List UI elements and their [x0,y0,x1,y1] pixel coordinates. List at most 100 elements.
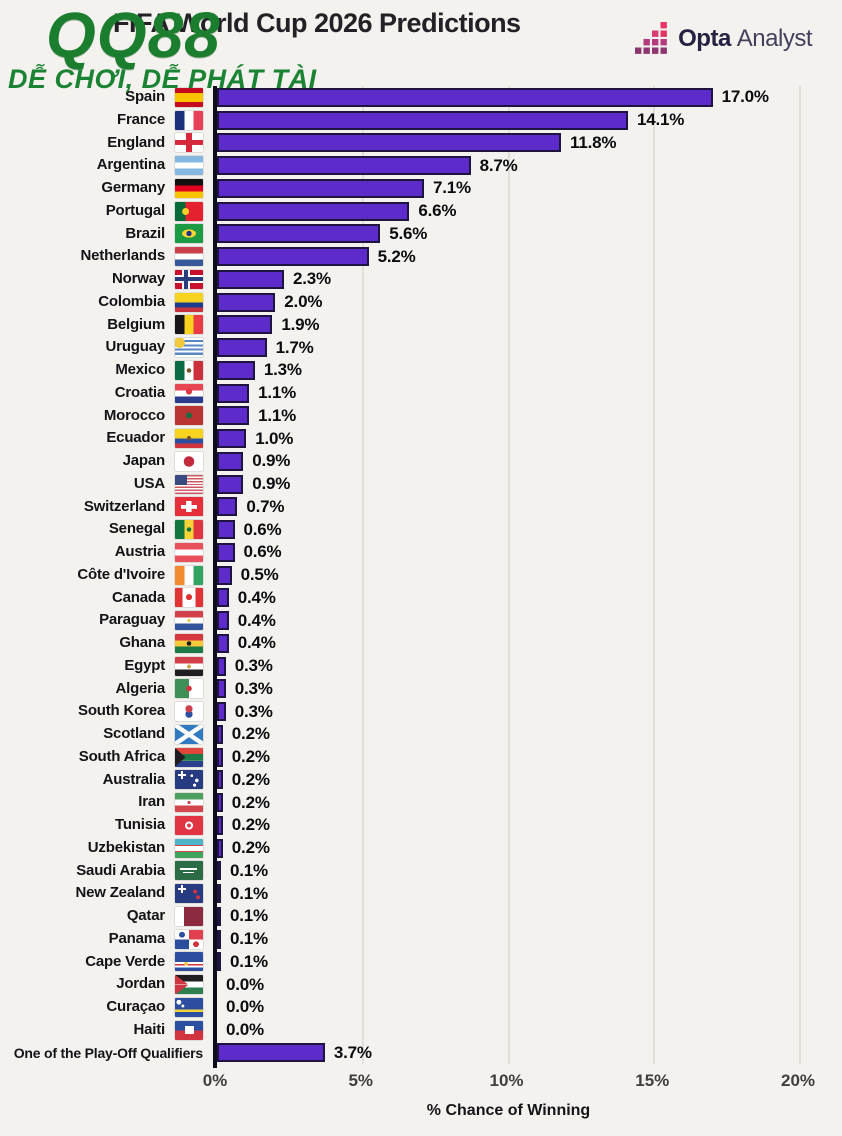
bar-value-label: 1.3% [263,360,302,380]
chart-row: Belgium 1.9% [0,314,836,337]
bar-value-label: 0.9% [252,474,291,494]
prediction-bar [217,702,226,722]
row-plot: 0.1% [217,860,836,883]
prediction-bar [217,611,229,631]
country-label: Algeria [115,679,166,697]
row-plot: 8.7% [217,154,836,177]
netherlands-flag-icon [175,247,203,267]
chart-row: Qatar 0.1% [0,905,836,928]
country-label: Croatia [114,383,165,401]
opta-analyst-logo: Opta Analyst [635,22,813,56]
bar-value-label: 0.0% [226,997,264,1017]
chart-row: Jordan 0.0% [0,973,836,996]
country-label: Egypt [124,656,165,674]
chart-row: Tunisia 0.2% [0,814,836,837]
country-label: Curaçao [106,998,165,1015]
ghana-flag-icon [175,633,203,653]
row-plot: 0.3% [217,678,836,701]
bar-value-label: 0.3% [234,701,273,721]
bar-value-label: 1.0% [255,428,294,448]
chart-row: Netherlands 5.2% [0,245,836,268]
prediction-bar [217,451,244,471]
row-plot: 0.3% [217,655,836,678]
row-plot: 2.3% [217,268,836,291]
country-label: Tunisia [115,816,165,833]
country-label: Belgium [107,315,165,333]
chart-row: Brazil 5.6% [0,223,836,246]
algeria-flag-icon [175,679,203,699]
watermark-qq88: QQ88 [46,0,221,71]
norway-flag-icon [175,269,203,289]
prediction-bar [217,247,369,267]
country-label: Ecuador [106,429,165,447]
qatar-flag-icon [175,906,203,926]
uzbekistan-flag-icon [175,838,203,858]
row-plot: 5.2% [217,245,836,268]
row-plot: 11.8% [217,132,836,155]
country-label: Morocco [103,406,165,424]
tunisia-flag-icon [175,815,203,835]
x-axis-title: % Chance of Winning [426,1102,591,1119]
country-label: Haiti [133,1020,165,1038]
row-plot: 1.1% [217,405,836,428]
bar-value-label: 17.0% [721,87,769,107]
row-plot: 6.6% [217,200,836,223]
chart-row: Iran 0.2% [0,791,836,814]
gridline [507,86,510,1064]
y-axis-line [213,86,217,1068]
prediction-bar [217,360,255,380]
country-label: Senegal [108,520,165,538]
south-africa-flag-icon [175,747,203,767]
chart-row: Argentina 8.7% [0,154,836,177]
bar-value-label: 1.9% [281,314,320,334]
bar-value-label: 11.8% [570,132,617,152]
row-plot: 0.0% [217,973,836,996]
country-label: England [107,133,165,151]
bar-value-label: 0.1% [230,860,268,880]
bar-value-label: 3.7% [333,1042,372,1062]
country-label: Panama [108,929,166,947]
country-label: Portugal [105,201,165,219]
bar-value-label: 1.1% [258,383,297,403]
chart-row: Scotland 0.2% [0,723,836,746]
prediction-bar [217,793,223,813]
prediction-bar [217,770,223,790]
cape-verde-flag-icon [175,952,203,972]
country-label: Switzerland [83,497,165,515]
country-label: France [117,110,165,128]
prediction-bar [217,178,424,198]
country-label: Uzbekistan [87,838,165,856]
germany-flag-icon [175,178,203,198]
bar-value-label: 0.0% [226,974,264,994]
x-tick-label: 0% [202,1071,228,1090]
country-label: Norway [112,270,165,287]
chart-row: Germany 7.1% [0,177,836,200]
country-label: Argentina [96,156,165,174]
chart-row: Egypt 0.3% [0,655,836,678]
row-plot: 0.1% [217,928,836,951]
row-plot: 0.4% [217,609,836,632]
prediction-bar [217,633,229,653]
chart-row: Morocco 1.1% [0,405,836,428]
saudi-arabia-flag-icon [175,861,203,881]
bar-value-label: 0.1% [230,929,268,949]
chart-row: Curaçao 0.0% [0,996,836,1019]
row-plot: 1.7% [217,336,836,359]
bar-value-label: 0.2% [231,769,270,789]
row-plot: 0.6% [217,518,836,541]
chart-row: Australia 0.2% [0,769,836,792]
bar-value-label: 0.4% [237,633,276,653]
chart-row: Paraguay 0.4% [0,609,836,632]
brazil-flag-icon [175,224,203,244]
croatia-flag-icon [175,383,203,403]
row-plot: 0.1% [217,882,836,905]
country-label: South Korea [78,702,165,720]
country-label: Jordan [116,975,165,993]
country-label: Uruguay [105,338,166,356]
australia-flag-icon [175,770,203,790]
prediction-bar [217,724,223,744]
row-plot: 0.2% [217,746,836,769]
chart-rows: Spain 17.0% France 14.1% England 11.8% Argenti… [0,86,836,1064]
prediction-bar [217,1043,325,1063]
chart-row: Canada 0.4% [0,587,836,610]
